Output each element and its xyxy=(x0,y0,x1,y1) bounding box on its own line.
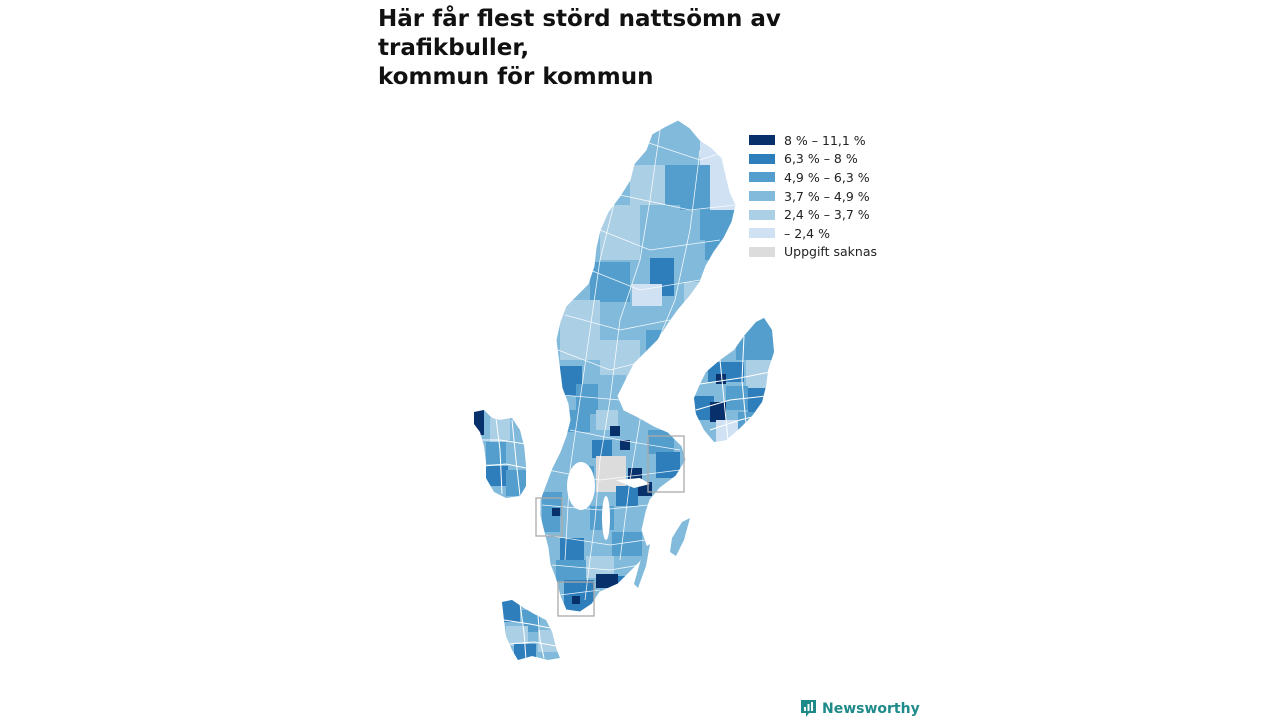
legend-item: 2,4 % – 3,7 % xyxy=(749,205,877,224)
legend-item: 8 % – 11,1 % xyxy=(749,131,877,150)
lake-malaren xyxy=(616,478,650,488)
legend-label: 3,7 % – 4,9 % xyxy=(784,188,870,204)
bar-chart-icon xyxy=(801,700,816,717)
gotland-island xyxy=(670,518,690,556)
legend-swatch xyxy=(749,209,775,220)
legend-item: 3,7 % – 4,9 % xyxy=(749,187,877,206)
legend-swatch xyxy=(749,153,775,164)
map-legend: 8 % – 11,1 % 6,3 % – 8 % 4,9 % – 6,3 % 3… xyxy=(749,131,877,261)
legend-swatch xyxy=(749,246,775,257)
legend-swatch xyxy=(749,172,775,183)
legend-label: Uppgift saknas xyxy=(784,244,877,260)
goteborg-inset-frame xyxy=(535,497,563,537)
malmo-inset-frame xyxy=(557,581,595,617)
malmo-borders xyxy=(503,603,557,660)
legend-label: 6,3 % – 8 % xyxy=(784,151,858,167)
lake-vanern xyxy=(567,462,595,510)
chart-title: Här får flest störd nattsömn av trafikbu… xyxy=(378,5,938,92)
brand-logo[interactable]: Newsworthy xyxy=(800,699,920,718)
chart-title-line1: Här får flest störd nattsömn av trafikbu… xyxy=(378,6,781,61)
stockholm-inset-frame xyxy=(647,435,685,493)
stockholm-inset-map xyxy=(694,318,774,442)
brand-name: Newsworthy xyxy=(822,700,920,717)
oland-island xyxy=(634,544,650,588)
chart-title-line2: kommun för kommun xyxy=(378,64,654,90)
legend-swatch xyxy=(749,135,775,146)
lake-vattern xyxy=(602,496,610,540)
legend-item: 4,9 % – 6,3 % xyxy=(749,168,877,187)
legend-label: 8 % – 11,1 % xyxy=(784,132,866,148)
malmo-inset-map xyxy=(502,600,560,660)
goteborg-borders xyxy=(480,417,526,497)
legend-item: Uppgift saknas xyxy=(749,243,877,262)
legend-swatch xyxy=(749,191,775,202)
legend-label: – 2,4 % xyxy=(784,225,830,241)
legend-item: – 2,4 % xyxy=(749,224,877,243)
legend-label: 2,4 % – 3,7 % xyxy=(784,207,870,223)
legend-swatch xyxy=(749,228,775,239)
legend-item: 6,3 % – 8 % xyxy=(749,150,877,169)
goteborg-inset-map xyxy=(474,410,526,498)
legend-label: 4,9 % – 6,3 % xyxy=(784,169,870,185)
